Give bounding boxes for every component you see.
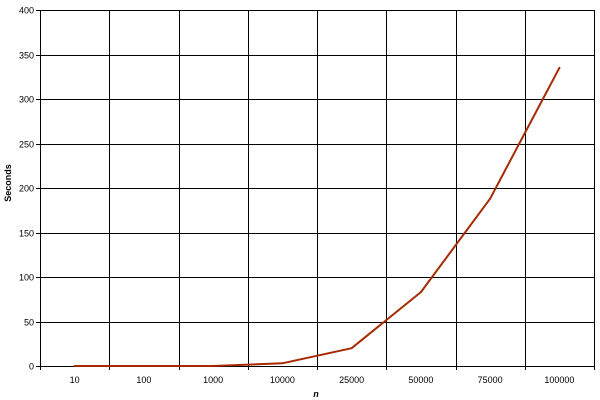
y-tick-label: 400 xyxy=(19,6,34,16)
y-tick-label: 150 xyxy=(19,229,34,239)
x-tick-label: 10000 xyxy=(270,375,295,385)
x-tick-label: 75000 xyxy=(478,375,503,385)
y-tick-label: 0 xyxy=(29,362,34,372)
y-tick-label: 350 xyxy=(19,51,34,61)
data-point xyxy=(558,66,561,69)
x-tick-label: 25000 xyxy=(339,375,364,385)
series-lines xyxy=(73,66,561,367)
y-tick-label: 300 xyxy=(19,95,34,105)
data-point xyxy=(281,362,284,365)
y-tick-label: 100 xyxy=(19,273,34,283)
x-axis-tick-labels: 10 100 1000 10000 25000 50000 75000 100000 xyxy=(70,375,575,385)
data-point xyxy=(489,197,492,200)
y-axis-tick-labels: 0 50 100 150 200 250 300 350 400 xyxy=(19,6,34,372)
x-axis-title: n xyxy=(313,389,319,399)
gridlines xyxy=(40,10,595,367)
y-tick-label: 50 xyxy=(24,318,34,328)
x-tick-label: 10 xyxy=(70,375,80,385)
data-point xyxy=(419,291,422,294)
series-line xyxy=(73,66,561,367)
y-tick-label: 200 xyxy=(19,184,34,194)
data-point xyxy=(212,365,215,367)
data-point xyxy=(142,365,145,367)
data-point xyxy=(73,365,76,367)
data-point xyxy=(350,347,353,350)
x-tick-label: 100000 xyxy=(544,375,574,385)
y-tick-label: 250 xyxy=(19,140,34,150)
y-axis-title: Seconds xyxy=(3,164,13,202)
x-tick-label: 1000 xyxy=(203,375,223,385)
x-tick-label: 50000 xyxy=(408,375,433,385)
x-tick-label: 100 xyxy=(136,375,151,385)
